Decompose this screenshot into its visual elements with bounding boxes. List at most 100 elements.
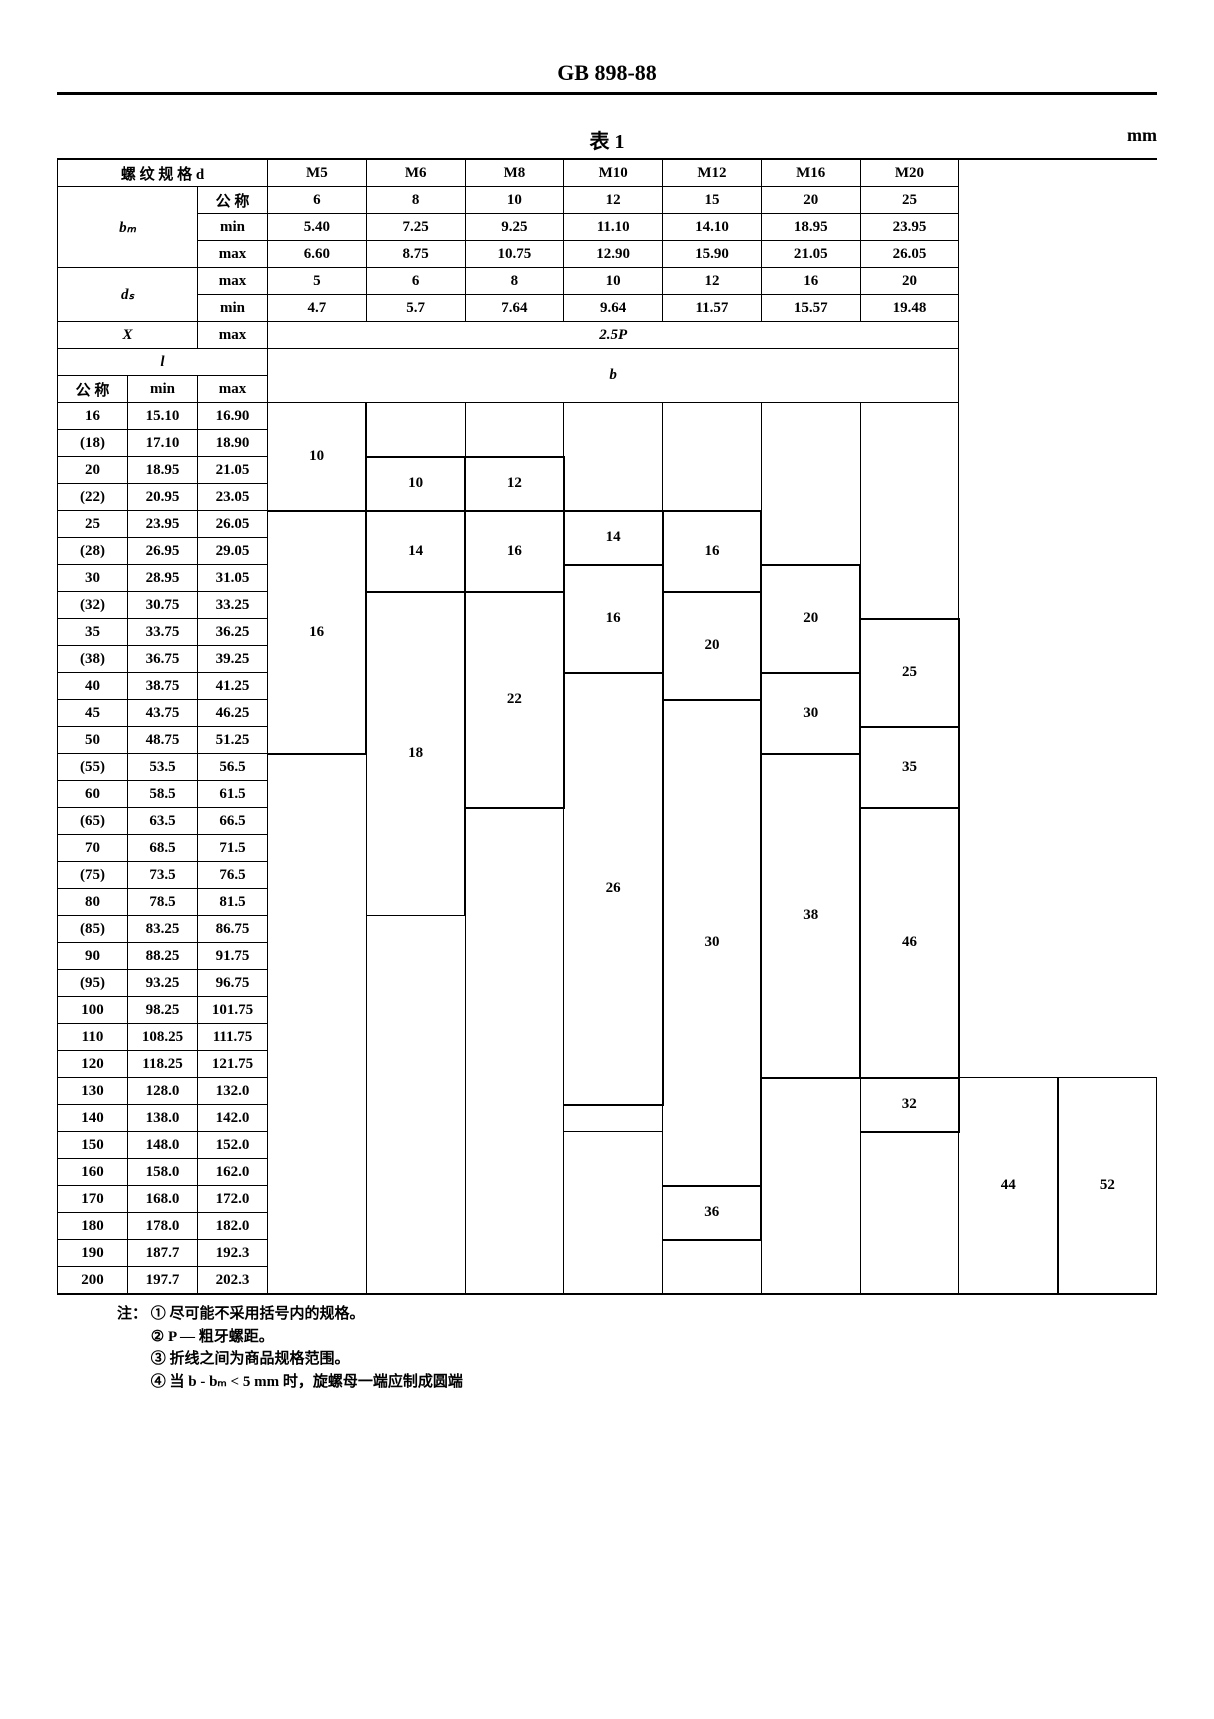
cell: 11.57 — [663, 295, 762, 322]
note-4: ④ 当 b - bₘ < 5 mm 时，旋螺母一端应制成圆端 — [151, 1374, 463, 1390]
l-min: 138.0 — [128, 1105, 198, 1132]
l-max: 46.25 — [198, 700, 268, 727]
l-nom: 140 — [58, 1105, 128, 1132]
l-min: 58.5 — [128, 781, 198, 808]
cell: 12 — [564, 187, 663, 214]
l-nom: 190 — [58, 1240, 128, 1267]
b-m16-30: 30 — [761, 673, 860, 754]
ds-max-label: max — [198, 268, 268, 295]
cell: 19.48 — [860, 295, 959, 322]
x-value: 2.5P — [268, 322, 959, 349]
table-title-row: 表 1 mm — [57, 125, 1157, 154]
page: GB 898-88 表 1 mm 螺 纹 规 格 d M5 M6 M8 M10 … — [57, 60, 1157, 1393]
cell: 6.60 — [268, 241, 367, 268]
unit-label: mm — [1127, 125, 1157, 146]
l-label: l — [58, 349, 268, 376]
b-label: b — [268, 349, 959, 403]
l-min: 93.25 — [128, 970, 198, 997]
notes-label: 注： — [117, 1303, 147, 1326]
size-m10: M10 — [564, 159, 663, 187]
l-nom: 25 — [58, 511, 128, 538]
l-nom: (18) — [58, 430, 128, 457]
b-m12-30: 30 — [663, 700, 762, 1186]
l-min: 128.0 — [128, 1078, 198, 1105]
empty — [663, 403, 762, 511]
l-min: 30.75 — [128, 592, 198, 619]
cell: 7.64 — [465, 295, 564, 322]
l-min: 68.5 — [128, 835, 198, 862]
b-m16-20: 20 — [761, 565, 860, 673]
cell: 21.05 — [761, 241, 860, 268]
empty — [366, 403, 465, 457]
l-nom: 20 — [58, 457, 128, 484]
l-nom: 160 — [58, 1159, 128, 1186]
l-min: 108.25 — [128, 1024, 198, 1051]
cell: 6 — [268, 187, 367, 214]
cell: 8 — [366, 187, 465, 214]
table-title: 表 1 — [590, 131, 625, 153]
l-min: 48.75 — [128, 727, 198, 754]
notes: 注： ① 尽可能不采用括号内的规格。 ② P — 粗牙螺距。 ③ 折线之间为商品… — [117, 1303, 1157, 1393]
l-min: 83.25 — [128, 916, 198, 943]
l-nom: (38) — [58, 646, 128, 673]
l-max-label: max — [198, 376, 268, 403]
l-max: 71.5 — [198, 835, 268, 862]
cell: 15.90 — [663, 241, 762, 268]
l-max: 121.75 — [198, 1051, 268, 1078]
l-nom: 130 — [58, 1078, 128, 1105]
l-max: 66.5 — [198, 808, 268, 835]
l-nom: 180 — [58, 1213, 128, 1240]
cell: 15 — [663, 187, 762, 214]
l-max: 36.25 — [198, 619, 268, 646]
l-nom: (85) — [58, 916, 128, 943]
l-max: 192.3 — [198, 1240, 268, 1267]
l-max: 132.0 — [198, 1078, 268, 1105]
b-m12-36: 36 — [663, 1186, 762, 1240]
l-min: 28.95 — [128, 565, 198, 592]
b-m10-26: 26 — [564, 673, 663, 1105]
l-nom: (22) — [58, 484, 128, 511]
cell: 12 — [663, 268, 762, 295]
b-m8-22: 22 — [465, 592, 564, 808]
empty — [663, 1240, 762, 1295]
l-min: 88.25 — [128, 943, 198, 970]
l-min: 178.0 — [128, 1213, 198, 1240]
l-min: 53.5 — [128, 754, 198, 781]
cell: 5.7 — [366, 295, 465, 322]
l-max: 91.75 — [198, 943, 268, 970]
l-nom: 80 — [58, 889, 128, 916]
l-nom: 200 — [58, 1267, 128, 1295]
l-nom: 45 — [58, 700, 128, 727]
b-m12-20: 20 — [663, 592, 762, 700]
b-m20-25: 25 — [860, 619, 959, 727]
cell: 8.75 — [366, 241, 465, 268]
cell: 15.57 — [761, 295, 860, 322]
l-max: 86.75 — [198, 916, 268, 943]
cell: 7.25 — [366, 214, 465, 241]
l-max: 61.5 — [198, 781, 268, 808]
l-nom: (95) — [58, 970, 128, 997]
cell: 6 — [366, 268, 465, 295]
l-nom: 70 — [58, 835, 128, 862]
cell: 18.95 — [761, 214, 860, 241]
empty — [761, 1078, 860, 1295]
bm-min-label: min — [198, 214, 268, 241]
l-min: 78.5 — [128, 889, 198, 916]
l-nom: 60 — [58, 781, 128, 808]
ds-min-label: min — [198, 295, 268, 322]
cell: 4.7 — [268, 295, 367, 322]
empty — [860, 403, 959, 619]
spec-table: 螺 纹 规 格 d M5 M6 M8 M10 M12 M16 M20 bₘ 公 … — [57, 158, 1157, 1295]
l-max: 21.05 — [198, 457, 268, 484]
size-m8: M8 — [465, 159, 564, 187]
l-max: 51.25 — [198, 727, 268, 754]
l-max: 76.5 — [198, 862, 268, 889]
b-m10-14: 14 — [564, 511, 663, 565]
b-m6-18: 18 — [366, 592, 465, 916]
empty — [268, 754, 367, 1295]
size-m16: M16 — [761, 159, 860, 187]
l-nom: 90 — [58, 943, 128, 970]
cell: 5 — [268, 268, 367, 295]
b-m16-38: 38 — [761, 754, 860, 1078]
l-nom: 110 — [58, 1024, 128, 1051]
